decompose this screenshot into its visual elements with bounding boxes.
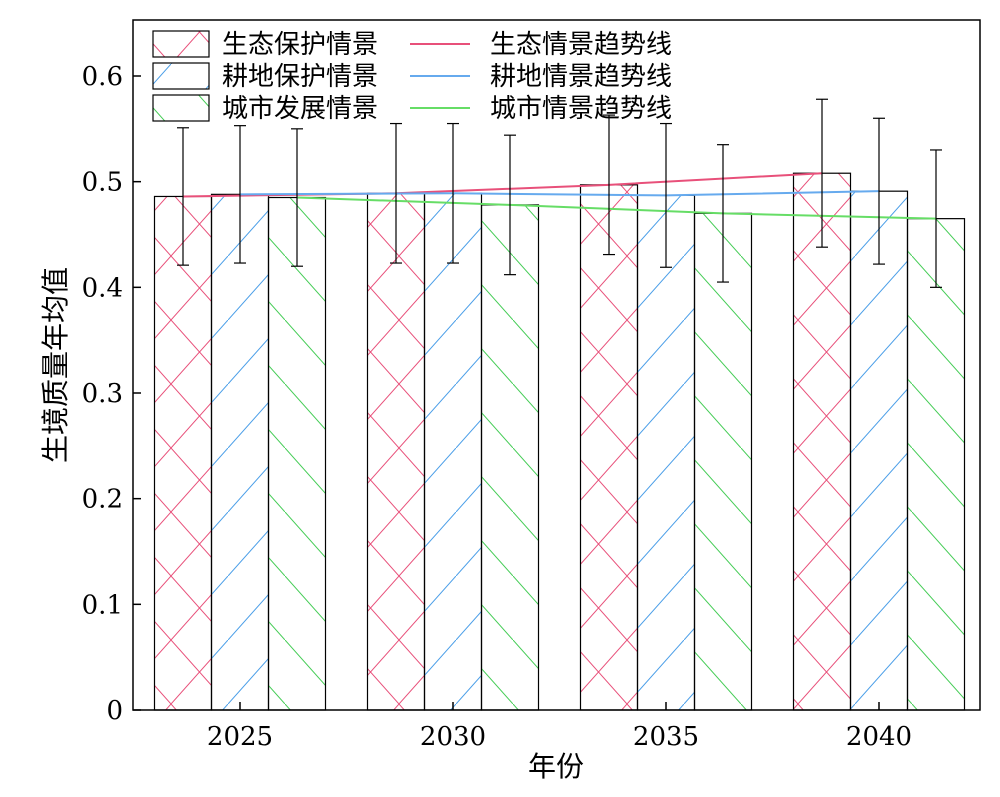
bar-0-3: [792, 172, 852, 711]
error-bar-0-3: [816, 98, 828, 248]
y-tick-label: 0.4: [82, 273, 123, 303]
x-axis: 2025 2030 2035 2040: [207, 702, 912, 752]
bar-1-3: [849, 190, 909, 711]
x-axis-title: 年份: [528, 750, 584, 783]
y-tick-label: 0.1: [82, 590, 123, 620]
legend-label: 生态情景趋势线: [490, 30, 672, 60]
error-bar-0-1: [390, 122, 402, 264]
x-tick-label: 2025: [207, 722, 273, 752]
bar-2-2: [693, 212, 753, 711]
legend-swatch-1: [152, 62, 210, 90]
y-tick-label: 0.6: [82, 62, 123, 92]
bar-1-1: [423, 192, 483, 711]
errorbars-layer: [177, 98, 942, 288]
error-bar-2-0: [291, 128, 303, 267]
legend-label: 生态保护情景: [222, 30, 378, 60]
y-tick-label: 0: [106, 696, 123, 726]
error-bar-1-1: [447, 122, 459, 264]
plot-frame: [132, 19, 981, 711]
bar-1-2: [636, 194, 696, 711]
bar-0-1: [366, 192, 426, 711]
bar-2-1: [480, 204, 540, 711]
legend-swatch-0: [152, 30, 210, 58]
y-axis: 0 0.1 0.2 0.3 0.4 0.5 0.6: [82, 62, 141, 726]
bars-layer: [153, 172, 966, 711]
trendline-1: [239, 190, 880, 197]
x-tick-label: 2040: [846, 722, 912, 752]
bar-2-0: [267, 196, 327, 711]
error-bar-0-0: [177, 127, 189, 266]
y-tick-label: 0.3: [82, 379, 123, 409]
y-axis-title: 生境质量年均值: [39, 267, 72, 463]
legend-label: 城市发展情景: [222, 94, 378, 124]
y-tick-label: 0.5: [82, 168, 123, 198]
legend-label: 耕地情景趋势线: [490, 62, 672, 92]
legend-swatch-2: [152, 94, 210, 122]
x-tick-label: 2030: [420, 722, 486, 752]
legend-label: 城市情景趋势线: [490, 94, 672, 124]
bar-1-0: [210, 193, 270, 711]
bar-0-2: [579, 184, 639, 711]
bar-0-0: [153, 195, 213, 711]
error-bar-2-3: [930, 149, 942, 288]
error-bar-0-2: [603, 114, 615, 256]
error-bar-1-2: [660, 122, 672, 268]
x-tick-label: 2035: [633, 722, 699, 752]
bar-2-3: [906, 218, 966, 711]
error-bar-1-3: [873, 117, 885, 265]
y-tick-label: 0.2: [82, 485, 123, 515]
error-bar-2-2: [717, 144, 729, 283]
trendlines-layer: [182, 172, 937, 220]
error-bar-1-0: [234, 125, 246, 264]
error-bar-2-1: [504, 134, 516, 276]
trendline-2: [296, 196, 937, 220]
legend-label: 耕地保护情景: [222, 62, 378, 92]
